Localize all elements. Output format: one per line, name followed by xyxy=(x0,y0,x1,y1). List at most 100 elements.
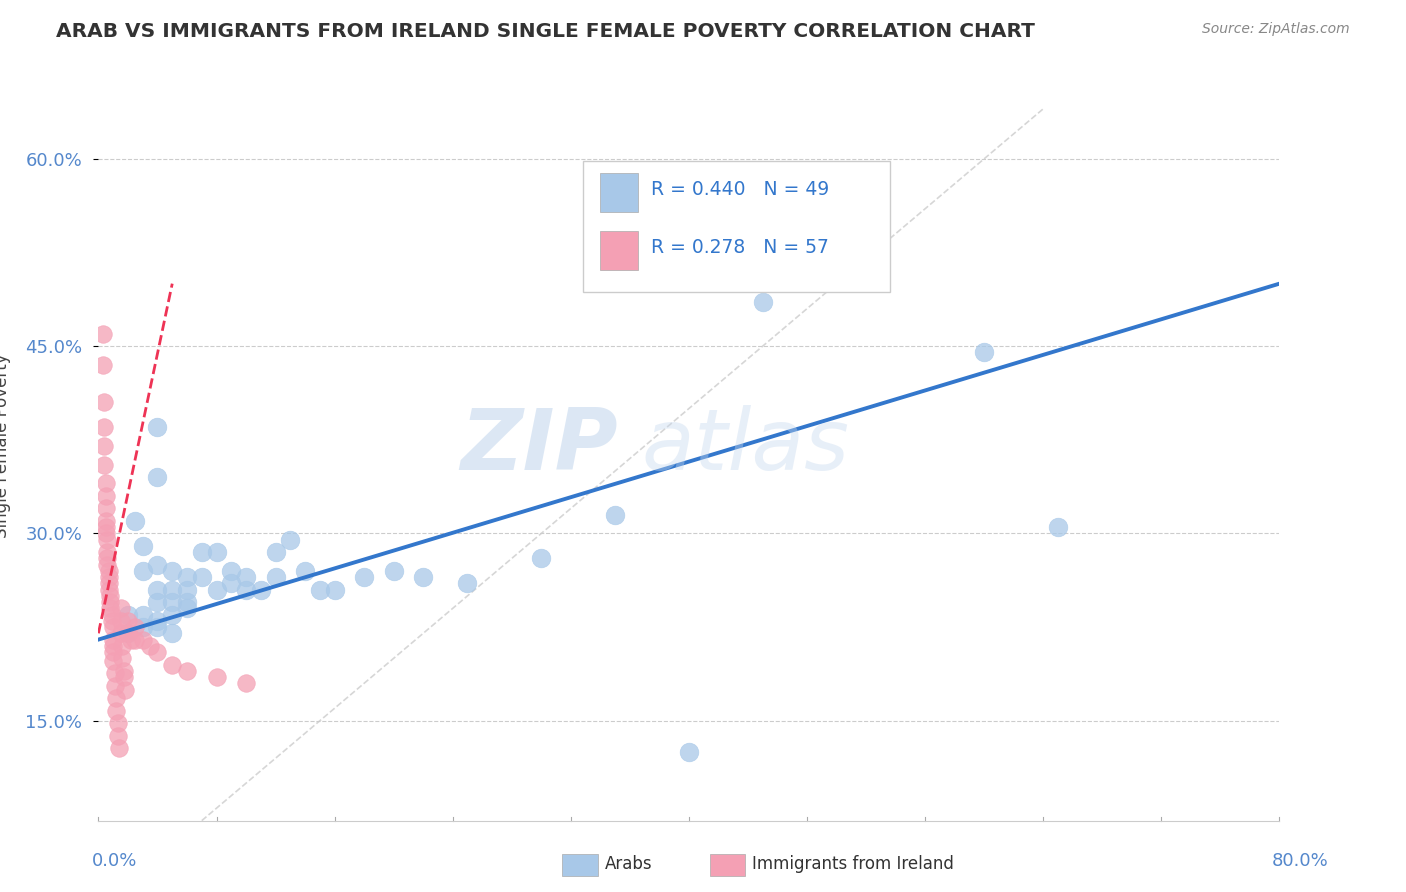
Point xyxy=(221,576,243,591)
Point xyxy=(117,607,139,622)
Point xyxy=(103,620,125,634)
Point xyxy=(98,589,121,603)
Point xyxy=(107,716,129,731)
Point xyxy=(110,601,132,615)
Point xyxy=(96,558,118,572)
Point xyxy=(97,576,120,591)
Point xyxy=(97,564,120,578)
Point xyxy=(105,704,128,718)
Point xyxy=(103,654,125,668)
Point xyxy=(94,526,117,541)
Point xyxy=(191,545,214,559)
FancyBboxPatch shape xyxy=(600,173,638,212)
Point xyxy=(124,514,146,528)
Point xyxy=(94,501,117,516)
Point xyxy=(205,545,228,559)
Point xyxy=(103,639,125,653)
Point xyxy=(205,582,228,597)
Point xyxy=(100,614,122,628)
Point xyxy=(146,470,169,484)
Point xyxy=(108,741,131,756)
Point xyxy=(973,345,995,359)
Text: R = 0.278   N = 57: R = 0.278 N = 57 xyxy=(651,238,830,257)
Point xyxy=(96,533,118,547)
Point xyxy=(112,670,135,684)
Point xyxy=(97,582,120,597)
Point xyxy=(146,558,169,572)
Point xyxy=(382,564,405,578)
Point xyxy=(105,691,128,706)
Point xyxy=(117,626,139,640)
Point xyxy=(176,570,198,584)
Y-axis label: Single Female Poverty: Single Female Poverty xyxy=(0,354,11,538)
Point xyxy=(162,595,183,609)
Point xyxy=(264,545,287,559)
Point xyxy=(353,570,375,584)
Point xyxy=(221,564,243,578)
Point xyxy=(162,657,183,672)
Point xyxy=(191,570,214,584)
Point xyxy=(176,664,198,678)
Point xyxy=(176,601,198,615)
Point xyxy=(98,601,121,615)
Point xyxy=(93,458,115,472)
Point xyxy=(91,326,114,341)
Point xyxy=(96,551,118,566)
Point xyxy=(112,664,135,678)
Text: Arabs: Arabs xyxy=(605,855,652,873)
Point xyxy=(111,651,134,665)
Text: 0.0%: 0.0% xyxy=(91,852,136,870)
Point xyxy=(205,670,228,684)
Point xyxy=(146,595,169,609)
Point xyxy=(294,564,316,578)
Point xyxy=(94,476,117,491)
Point xyxy=(235,676,257,690)
Point xyxy=(91,358,114,372)
Point xyxy=(146,420,169,434)
Point xyxy=(162,582,183,597)
Point xyxy=(323,582,346,597)
Point xyxy=(309,582,332,597)
Point xyxy=(110,614,132,628)
Point xyxy=(707,264,730,278)
Point xyxy=(162,626,183,640)
Text: 80.0%: 80.0% xyxy=(1272,852,1329,870)
Point xyxy=(1046,520,1070,534)
Point xyxy=(124,620,146,634)
Point xyxy=(117,626,139,640)
Point xyxy=(124,632,146,647)
Point xyxy=(605,508,627,522)
Point xyxy=(139,639,162,653)
Point xyxy=(146,582,169,597)
Point xyxy=(120,632,142,647)
Point xyxy=(235,582,257,597)
Text: ARAB VS IMMIGRANTS FROM IRELAND SINGLE FEMALE POVERTY CORRELATION CHART: ARAB VS IMMIGRANTS FROM IRELAND SINGLE F… xyxy=(56,22,1035,41)
Point xyxy=(94,514,117,528)
Point xyxy=(146,614,169,628)
Point xyxy=(162,564,183,578)
Point xyxy=(412,570,434,584)
Point xyxy=(103,632,125,647)
Point xyxy=(457,576,479,591)
Point xyxy=(132,632,155,647)
Point xyxy=(93,439,115,453)
Point xyxy=(97,570,120,584)
Point xyxy=(103,645,125,659)
Point xyxy=(146,645,169,659)
Point xyxy=(107,729,129,743)
Point xyxy=(104,666,127,681)
Text: Source: ZipAtlas.com: Source: ZipAtlas.com xyxy=(1202,22,1350,37)
Point xyxy=(114,682,136,697)
Point xyxy=(176,582,198,597)
Point xyxy=(94,489,117,503)
Point xyxy=(132,620,155,634)
FancyBboxPatch shape xyxy=(582,161,890,293)
FancyBboxPatch shape xyxy=(600,231,638,270)
Point xyxy=(111,639,134,653)
Text: R = 0.440   N = 49: R = 0.440 N = 49 xyxy=(651,180,830,199)
Point xyxy=(117,614,139,628)
Point xyxy=(110,626,132,640)
Point xyxy=(280,533,302,547)
Point xyxy=(162,607,183,622)
Point xyxy=(132,539,155,553)
